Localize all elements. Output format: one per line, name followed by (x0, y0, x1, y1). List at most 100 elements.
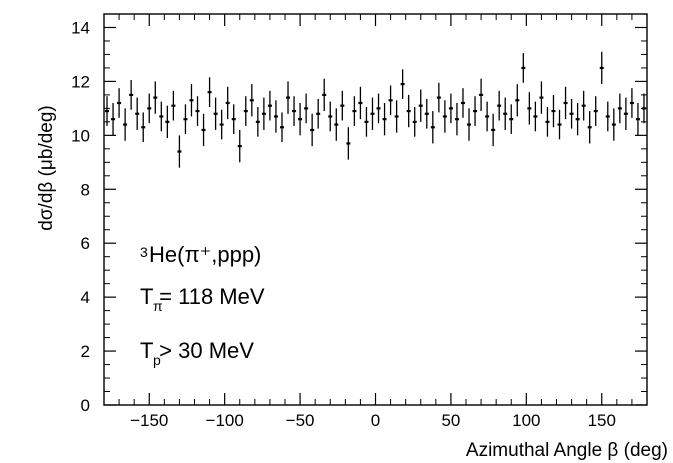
data-point (394, 100, 399, 133)
data-point (454, 102, 459, 136)
data-point (261, 97, 266, 130)
data-point (400, 69, 405, 99)
data-point (460, 88, 465, 118)
data-point (195, 96, 200, 126)
data-point (623, 97, 628, 130)
data-point (279, 112, 284, 143)
y-tick-label: 4 (81, 288, 90, 307)
x-tick-label: 0 (371, 411, 380, 430)
reaction-label: He(π⁺,ppp) (149, 242, 261, 267)
data-point (479, 78, 484, 112)
data-point (346, 127, 351, 160)
data-point (406, 94, 411, 128)
data-point (515, 84, 520, 117)
data-point (388, 85, 393, 116)
data-point (575, 102, 580, 136)
data-point (298, 102, 303, 136)
data-point (491, 113, 496, 147)
data-point (310, 113, 315, 147)
data-point (605, 101, 610, 132)
data-point (147, 93, 152, 124)
y-axis-title: dσ/dβ (μb/deg) (36, 105, 57, 231)
data-point (611, 108, 616, 141)
data-point (201, 113, 206, 147)
data-point (129, 80, 134, 110)
data-point (159, 101, 164, 132)
data-point (545, 107, 550, 137)
x-tick-label: −100 (206, 411, 244, 430)
data-point (123, 108, 128, 141)
data-point (448, 93, 453, 124)
data-point (641, 93, 646, 124)
y-tick-label: 14 (71, 18, 90, 37)
proton-energy-subscript: p (153, 352, 161, 368)
data-point (503, 97, 508, 130)
data-point (286, 81, 291, 114)
x-tick-label: 50 (441, 411, 460, 430)
y-tick-label: 6 (81, 234, 90, 253)
x-tick-label: −150 (130, 411, 168, 430)
data-point (424, 98, 429, 129)
data-point (382, 102, 387, 136)
data-point (304, 93, 309, 124)
data-point (370, 97, 375, 130)
pion-energy-label: T = 118 MeV (140, 284, 265, 309)
data-point (328, 101, 333, 132)
data-point (105, 96, 110, 126)
data-point (527, 92, 532, 125)
data-point (635, 102, 640, 136)
data-point (629, 88, 634, 118)
data-point (267, 90, 272, 121)
data-points (105, 51, 646, 168)
data-point (225, 86, 230, 120)
data-point (231, 104, 236, 134)
data-point (485, 101, 490, 132)
data-point (177, 135, 182, 168)
data-point (111, 102, 116, 136)
data-point (340, 90, 345, 121)
data-point (376, 93, 381, 124)
data-point (273, 100, 278, 133)
x-tick-label: −50 (286, 411, 315, 430)
data-point (322, 78, 327, 112)
data-point (249, 84, 254, 117)
data-point (442, 100, 447, 133)
data-point (467, 108, 472, 141)
pion-energy-subscript: π (153, 298, 163, 314)
data-point (551, 94, 556, 128)
x-tick-label: 150 (588, 411, 616, 430)
y-tick-label: 8 (81, 180, 90, 199)
data-point (617, 93, 622, 124)
axis-ticks (104, 13, 647, 406)
data-point (364, 107, 369, 137)
annotation-reaction: 3 He(π⁺,ppp) (140, 242, 261, 267)
data-point (563, 86, 568, 120)
data-point (334, 108, 339, 141)
data-point (358, 86, 363, 120)
y-tick-label: 10 (71, 126, 90, 145)
proton-energy-label: T > 30 MeV (140, 338, 254, 363)
x-tick-label: 100 (512, 411, 540, 430)
data-point (521, 53, 526, 83)
data-point (189, 84, 194, 117)
data-point (292, 96, 297, 126)
data-point (436, 82, 441, 113)
data-point (352, 96, 357, 126)
data-point (497, 90, 502, 121)
data-point (430, 111, 435, 144)
data-point (117, 88, 122, 118)
data-point (412, 107, 417, 137)
data-point (557, 109, 562, 140)
y-tick-label: 12 (71, 72, 90, 91)
data-point (418, 89, 423, 122)
x-axis-title: Azimuthal Angle β (deg) (466, 440, 668, 461)
reaction-superscript: 3 (140, 244, 148, 260)
data-point (473, 96, 478, 126)
data-point (237, 129, 242, 163)
tick-labels: −150 −100 −50 0 50 100 150 0 2 4 6 8 10 12 14 (71, 18, 616, 430)
data-point (569, 98, 574, 129)
y-tick-label: 2 (81, 342, 90, 361)
annotation-proton-energy: T > 30 MeV p (140, 338, 254, 368)
data-point (539, 81, 544, 114)
